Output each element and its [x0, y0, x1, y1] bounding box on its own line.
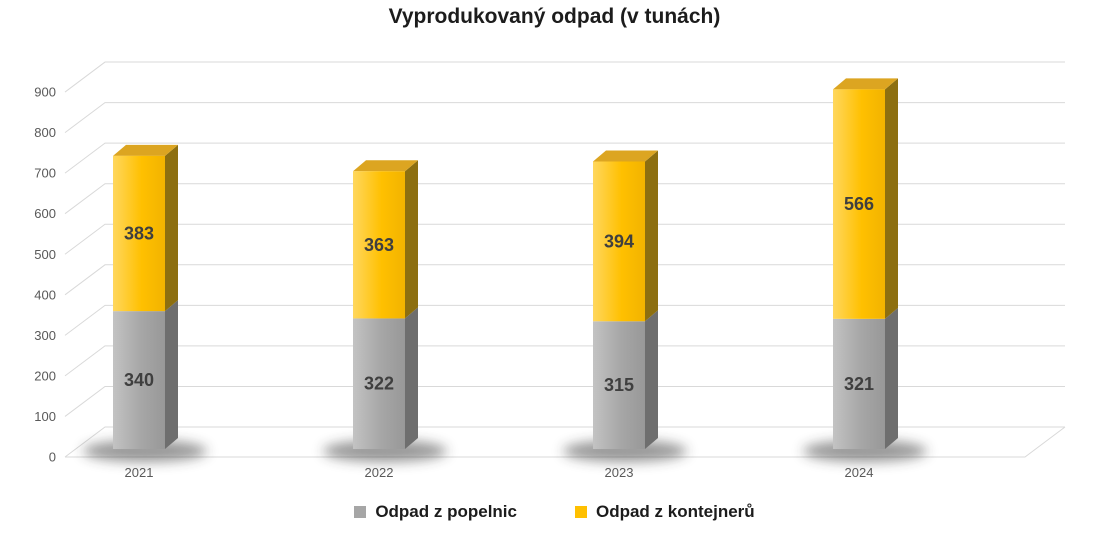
- bar-segment-kontejneru-top: [833, 78, 898, 90]
- legend-swatch-yellow-icon: [574, 506, 587, 518]
- y-axis-tick-label: 900: [34, 85, 56, 100]
- data-label-popelnic: 315: [604, 375, 634, 395]
- gridline: [64, 183, 1065, 215]
- bar-segment-kontejneru[interactable]: [593, 161, 645, 322]
- bar-segment-kontejneru-top: [593, 150, 658, 162]
- y-axis-tick-label: 800: [34, 125, 56, 140]
- bar-segment-kontejneru-side: [405, 160, 418, 319]
- x-axis-tick-label: 2023: [605, 465, 634, 480]
- gridline: [64, 304, 1065, 336]
- gridline: [64, 426, 1065, 458]
- x-axis-tick-label: 2022: [365, 465, 394, 480]
- bar-segment-popelnic-side: [885, 307, 898, 449]
- bar-segment-popelnic[interactable]: [113, 311, 165, 449]
- data-label-popelnic: 340: [124, 370, 154, 390]
- legend-label-kontejneru: Odpad z kontejnerů: [595, 502, 755, 521]
- bar-segment-kontejneru-top: [113, 144, 178, 156]
- bar-segment-popelnic-side: [405, 307, 418, 449]
- data-label-popelnic: 322: [364, 374, 394, 394]
- gridline: [64, 264, 1065, 296]
- legend-swatch-gray-icon: [354, 506, 367, 518]
- y-axis-tick-label: 400: [34, 287, 56, 302]
- gridline: [64, 223, 1065, 255]
- bar-segment-popelnic-side: [165, 300, 178, 449]
- legend-label-popelnic: Odpad z popelnic: [375, 502, 517, 521]
- y-axis-tick-label: 0: [49, 450, 56, 465]
- bar-segment-kontejneru[interactable]: [113, 155, 165, 312]
- gridline: [64, 102, 1065, 133]
- legend-item-odpad-z-popelnic[interactable]: Odpad z popelnic: [354, 502, 517, 522]
- bar-segment-kontejneru[interactable]: [353, 171, 405, 319]
- x-axis-tick-label: 2024: [845, 465, 874, 480]
- gridline: [64, 385, 1065, 417]
- bar-segment-popelnic[interactable]: [593, 321, 645, 449]
- bar-segment-kontejneru-side: [165, 144, 178, 312]
- data-label-kontejneru: 383: [124, 223, 154, 243]
- bar-2021[interactable]: 340 383: [113, 144, 178, 449]
- y-axis-tick-label: 600: [34, 206, 56, 221]
- gridline: [64, 142, 1065, 174]
- bar-segment-popelnic[interactable]: [833, 318, 885, 449]
- y-axis-tick-label: 500: [34, 247, 56, 262]
- y-axis-tick-label: 700: [34, 166, 56, 181]
- gridline: [64, 345, 1065, 377]
- x-axis-tick-label: 2021: [125, 465, 154, 480]
- bar-segment-popelnic[interactable]: [353, 318, 405, 449]
- y-axis-tick-label: 200: [34, 368, 56, 383]
- chart-legend: Odpad z popelnic Odpad z kontejnerů: [0, 502, 1109, 522]
- gridline: [64, 61, 1065, 93]
- data-label-popelnic: 321: [844, 374, 874, 394]
- legend-item-odpad-z-kontejneru[interactable]: Odpad z kontejnerů: [574, 502, 755, 522]
- bar-2023[interactable]: 315 394: [593, 150, 658, 449]
- bar-segment-kontejneru-side: [645, 150, 658, 322]
- bar-segment-popelnic-side: [645, 310, 658, 449]
- bar-2022[interactable]: 322 363: [353, 160, 418, 449]
- y-axis-tick-label: 100: [34, 409, 56, 424]
- data-label-kontejneru: 566: [844, 194, 874, 214]
- bar-2024[interactable]: 321 566: [833, 78, 898, 449]
- bar-segment-kontejneru-top: [353, 160, 418, 172]
- y-axis-tick-label: 300: [34, 328, 56, 343]
- chart-title: Vyprodukovaný odpad (v tunách): [388, 5, 721, 28]
- bar-segment-kontejneru-side: [885, 78, 898, 319]
- bar-segment-kontejneru[interactable]: [833, 89, 885, 319]
- data-label-kontejneru: 363: [364, 235, 394, 255]
- data-label-kontejneru: 394: [604, 231, 634, 251]
